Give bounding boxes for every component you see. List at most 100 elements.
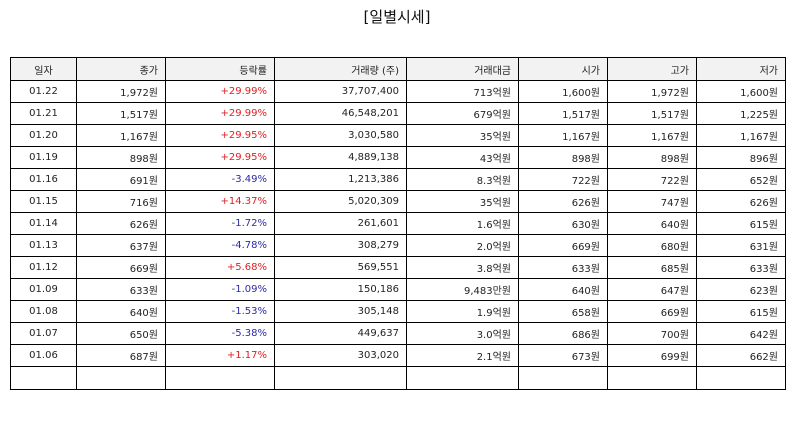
cell-trade-amount: 3.0억원 [406,322,519,345]
cell-volume: 3,030,580 [274,124,407,147]
empty-cell [518,366,608,390]
cell-close: 626원 [76,212,166,235]
cell-high: 640원 [607,212,697,235]
header-trade-amount: 거래대금 [406,57,519,81]
cell-low: 1,225원 [696,102,786,125]
cell-low: 623원 [696,278,786,301]
cell-open: 658원 [518,300,608,323]
cell-low: 642원 [696,322,786,345]
cell-date: 01.22 [10,80,77,103]
cell-volume: 150,186 [274,278,407,301]
daily-price-table: 일자 종가 등락률 거래량 (주) 거래대금 시가 고가 저가 01.22 1,9… [10,57,786,390]
cell-low: 662원 [696,344,786,367]
cell-trade-amount: 43억원 [406,146,519,169]
table-row: 01.14 626원 -1.72% 261,601 1.6억원 630원 640원 615원 [10,212,786,235]
cell-low: 652원 [696,168,786,191]
cell-high: 1,167원 [607,124,697,147]
cell-date: 01.06 [10,344,77,367]
cell-change-rate: -1.72% [165,212,275,235]
cell-trade-amount: 1.9억원 [406,300,519,323]
cell-trade-amount: 713억원 [406,80,519,103]
cell-high: 699원 [607,344,697,367]
cell-low: 626원 [696,190,786,213]
cell-volume: 308,279 [274,234,407,257]
table-header-row: 일자 종가 등락률 거래량 (주) 거래대금 시가 고가 저가 [10,57,786,81]
cell-open: 898원 [518,146,608,169]
cell-low: 615원 [696,212,786,235]
cell-high: 747원 [607,190,697,213]
page-title: [일별시세] [363,8,431,26]
cell-high: 647원 [607,278,697,301]
header-close: 종가 [76,57,166,81]
cell-open: 626원 [518,190,608,213]
cell-low: 1,167원 [696,124,786,147]
cell-date: 01.14 [10,212,77,235]
header-date: 일자 [10,57,77,81]
cell-trade-amount: 679억원 [406,102,519,125]
cell-volume: 37,707,400 [274,80,407,103]
header-high: 고가 [607,57,697,81]
table-row: 01.15 716원 +14.37% 5,020,309 35억원 626원 747원 626… [10,190,786,213]
cell-open: 669원 [518,234,608,257]
cell-close: 898원 [76,146,166,169]
cell-high: 1,517원 [607,102,697,125]
cell-open: 633원 [518,256,608,279]
cell-high: 722원 [607,168,697,191]
cell-close: 669원 [76,256,166,279]
cell-change-rate: -5.38% [165,322,275,345]
cell-close: 637원 [76,234,166,257]
cell-trade-amount: 35억원 [406,124,519,147]
table-row: 01.06 687원 +1.17% 303,020 2.1억원 673원 699원 662원 [10,344,786,367]
empty-cell [165,366,275,390]
table-row: 01.08 640원 -1.53% 305,148 1.9억원 658원 669원 615원 [10,300,786,323]
cell-open: 1,517원 [518,102,608,125]
cell-low: 615원 [696,300,786,323]
cell-high: 700원 [607,322,697,345]
cell-volume: 303,020 [274,344,407,367]
cell-high: 669원 [607,300,697,323]
cell-trade-amount: 8.3억원 [406,168,519,191]
cell-date: 01.20 [10,124,77,147]
cell-low: 896원 [696,146,786,169]
cell-open: 1,167원 [518,124,608,147]
table-row: 01.16 691원 -3.49% 1,213,386 8.3억원 722원 722원 652… [10,168,786,191]
cell-change-rate: +5.68% [165,256,275,279]
cell-change-rate: -3.49% [165,168,275,191]
cell-trade-amount: 2.0억원 [406,234,519,257]
table-row: 01.12 669원 +5.68% 569,551 3.8억원 633원 685원 633원 [10,256,786,279]
header-volume: 거래량 (주) [274,57,407,81]
empty-cell [406,366,519,390]
cell-change-rate: +29.99% [165,80,275,103]
cell-close: 691원 [76,168,166,191]
cell-date: 01.19 [10,146,77,169]
cell-change-rate: +29.99% [165,102,275,125]
cell-volume: 569,551 [274,256,407,279]
cell-trade-amount: 2.1억원 [406,344,519,367]
cell-change-rate: -1.53% [165,300,275,323]
cell-volume: 46,548,201 [274,102,407,125]
cell-date: 01.12 [10,256,77,279]
cell-trade-amount: 35억원 [406,190,519,213]
cell-change-rate: +29.95% [165,146,275,169]
table-body: 01.22 1,972원 +29.99% 37,707,400 713억원 1,600원 1… [10,80,786,390]
table-row: 01.20 1,167원 +29.95% 3,030,580 35억원 1,167원 1,1… [10,124,786,147]
cell-change-rate: -4.78% [165,234,275,257]
cell-date: 01.13 [10,234,77,257]
cell-change-rate: -1.09% [165,278,275,301]
cell-high: 898원 [607,146,697,169]
cell-close: 640원 [76,300,166,323]
table-row: 01.22 1,972원 +29.99% 37,707,400 713억원 1,600원 1… [10,80,786,103]
cell-open: 673원 [518,344,608,367]
cell-volume: 5,020,309 [274,190,407,213]
empty-cell [76,366,166,390]
cell-close: 1,972원 [76,80,166,103]
cell-low: 1,600원 [696,80,786,103]
cell-volume: 261,601 [274,212,407,235]
cell-low: 631원 [696,234,786,257]
cell-open: 1,600원 [518,80,608,103]
table-row: 01.07 650원 -5.38% 449,637 3.0억원 686원 700원 642원 [10,322,786,345]
cell-trade-amount: 3.8억원 [406,256,519,279]
cell-high: 680원 [607,234,697,257]
cell-open: 722원 [518,168,608,191]
cell-volume: 305,148 [274,300,407,323]
